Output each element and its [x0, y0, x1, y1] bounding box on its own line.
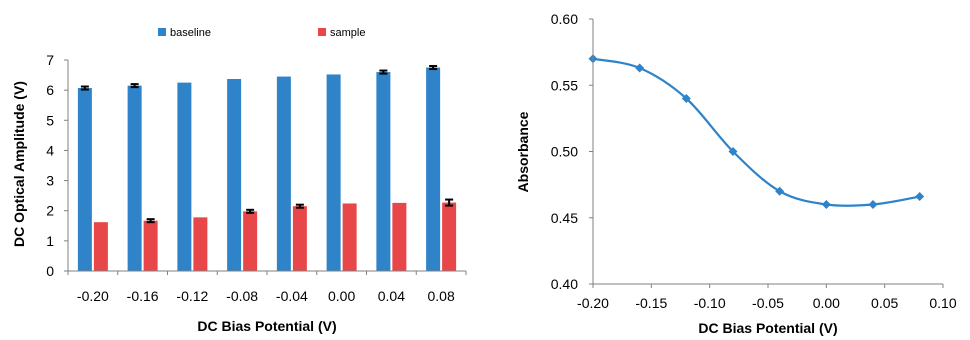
bar-chart: baseline sample 0 1 2 3 4 5 6 7 -0.20 -0.16 -0.12…: [11, 27, 467, 334]
bar-x-tick-label: -0.04: [276, 288, 308, 304]
data-point-marker: [728, 147, 738, 156]
line-y-tick-label: 0.40: [551, 276, 578, 292]
data-point-marker: [635, 63, 645, 73]
bar-y-axis: 0 1 2 3 4 5 6 7: [46, 52, 69, 279]
bar-baseline: [276, 76, 291, 271]
line-x-axis: -0.20 -0.15 -0.10 -0.05 0.00 0.05 0.10: [577, 283, 957, 311]
bar-sample: [193, 217, 208, 271]
bar-sample: [392, 202, 407, 271]
bar-sample: [93, 222, 108, 271]
bar-x-tick-label: 0.04: [378, 288, 405, 304]
bar-baseline: [426, 67, 441, 272]
bar-sample: [143, 220, 158, 271]
line-y-tick-label: 0.55: [551, 77, 578, 93]
data-point-marker: [775, 186, 785, 196]
bar-sample: [442, 202, 457, 271]
line-plot-area: [588, 54, 925, 209]
line-x-tick-label: -0.20: [577, 295, 609, 311]
bar-y-tick-label: 1: [46, 233, 54, 249]
bar-x-tick-label: -0.20: [77, 288, 109, 304]
bar-baseline: [77, 88, 92, 271]
bar-sample: [243, 211, 258, 271]
bar-baseline: [177, 82, 192, 271]
line-x-tick-label: -0.10: [694, 295, 726, 311]
bar-plot-area: [77, 65, 457, 272]
line-x-tick-label: 0.05: [871, 295, 898, 311]
bar-baseline: [127, 85, 142, 271]
line-x-axis-title: DC Bias Potential (V): [698, 320, 837, 336]
line-x-tick-label: -0.05: [752, 295, 784, 311]
bar-x-tick-label: 0.00: [328, 288, 355, 304]
bar-x-tick-label: 0.08: [428, 288, 455, 304]
absorbance-line: [592, 57, 920, 207]
line-y-tick-label: 0.60: [551, 11, 578, 27]
legend-label-sample: sample: [330, 27, 365, 39]
bar-x-axis-title: DC Bias Potential (V): [197, 318, 336, 334]
bar-baseline: [376, 72, 391, 271]
line-y-axis: 0.40 0.45 0.50 0.55 0.60: [551, 11, 594, 292]
line-x-tick-label: 0.00: [813, 295, 840, 311]
line-y-tick-label: 0.50: [551, 144, 578, 160]
bar-baseline: [326, 74, 341, 272]
legend-swatch-baseline: [158, 28, 166, 36]
bar-y-tick-label: 3: [46, 173, 54, 189]
bar-x-tick-label: -0.12: [176, 288, 208, 304]
bar-y-tick-label: 4: [46, 142, 54, 158]
bar-y-tick-label: 7: [46, 52, 54, 68]
line-y-axis-title: Absorbance: [515, 111, 531, 192]
legend-label-baseline: baseline: [170, 27, 211, 39]
bar-y-tick-label: 6: [46, 82, 54, 98]
bar-y-tick-label: 2: [46, 203, 54, 219]
bar-x-tick-label: -0.16: [127, 288, 159, 304]
bar-y-axis-title: DC Optical Amplitude (V): [11, 81, 27, 247]
line-x-tick-label: -0.15: [635, 295, 667, 311]
bar-baseline: [227, 78, 242, 272]
line-x-tick-label: 0.10: [929, 295, 956, 311]
bar-sample: [342, 203, 357, 271]
data-point-marker: [868, 200, 878, 209]
bar-y-tick-label: 5: [46, 112, 54, 128]
data-point-marker: [915, 192, 925, 202]
line-chart: 0.40 0.45 0.50 0.55 0.60 -0.20 -0.15 -0.10 -0.0…: [515, 11, 957, 336]
data-point-marker: [681, 94, 691, 103]
bar-sample: [292, 206, 307, 271]
bar-legend: baseline sample: [158, 27, 365, 39]
data-point-marker: [821, 200, 831, 209]
line-y-tick-label: 0.45: [551, 210, 578, 226]
legend-swatch-sample: [318, 28, 326, 36]
bar-y-tick-label: 0: [46, 263, 54, 279]
bar-x-tick-label: -0.08: [226, 288, 258, 304]
bar-x-axis: -0.20 -0.16 -0.12 -0.08 -0.04 0.00 0.04 0.08: [67, 270, 467, 304]
